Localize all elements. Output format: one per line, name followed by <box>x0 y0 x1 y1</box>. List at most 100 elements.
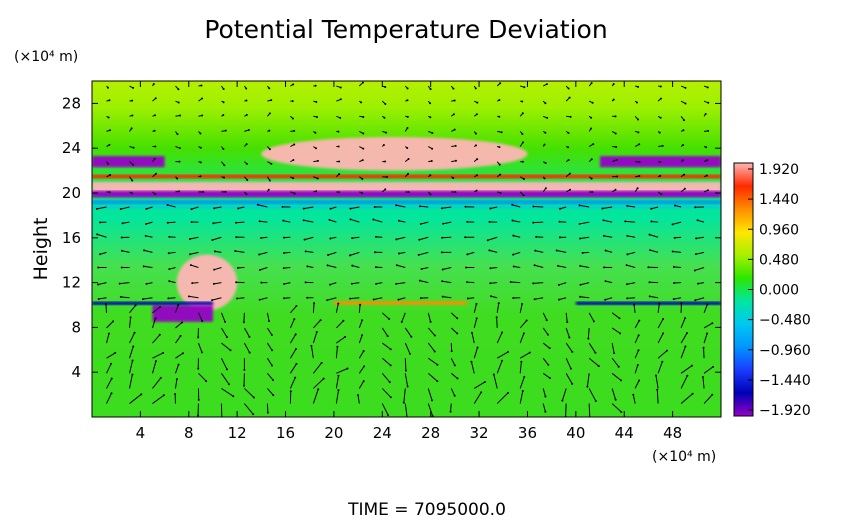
velocity-arrowhead <box>521 100 523 102</box>
velocity-arrowhead <box>499 174 501 176</box>
velocity-arrowhead <box>673 282 675 284</box>
velocity-arrowhead <box>107 87 109 89</box>
heatmap-anomaly-2 <box>92 156 165 167</box>
velocity-arrowhead <box>223 88 225 90</box>
velocity-arrowhead <box>120 208 122 210</box>
colorbar: 1.9201.4400.9600.4800.000−0.480−0.960−1.… <box>734 162 811 419</box>
velocity-arrowhead <box>582 252 584 254</box>
velocity-arrowhead <box>534 298 536 300</box>
velocity-arrowhead <box>248 129 250 131</box>
velocity-arrowhead <box>131 179 133 181</box>
velocity-arrowhead <box>601 208 603 210</box>
y-axis-unit: (×10⁴ m) <box>14 49 78 65</box>
velocity-arrowhead <box>120 296 122 298</box>
velocity-arrowhead <box>143 265 145 267</box>
velocity-arrowhead <box>547 364 549 366</box>
velocity-arrowhead <box>155 97 157 99</box>
velocity-arrowhead <box>188 295 190 297</box>
velocity-arrowhead <box>442 268 444 270</box>
velocity-arrowhead <box>121 267 123 269</box>
velocity-arrowhead <box>620 411 622 413</box>
velocity-arrowhead <box>684 87 686 89</box>
velocity-arrowhead <box>383 117 385 119</box>
velocity-arrowhead <box>221 418 223 420</box>
velocity-arrowhead <box>442 223 444 225</box>
velocity-arrowhead <box>499 192 501 194</box>
velocity-arrow <box>313 303 314 313</box>
velocity-arrowhead <box>418 254 420 256</box>
velocity-arrowhead <box>339 117 341 119</box>
velocity-arrowhead <box>615 146 617 148</box>
velocity-arrowhead <box>649 249 651 251</box>
velocity-arrowhead <box>637 187 639 189</box>
velocity-arrowhead <box>431 148 433 150</box>
velocity-arrowhead <box>213 207 215 209</box>
velocity-arrowhead <box>327 254 329 256</box>
velocity-arrowhead <box>132 164 134 166</box>
velocity-arrowhead <box>337 131 339 133</box>
velocity-arrowhead <box>243 385 245 387</box>
velocity-arrowhead <box>199 133 201 135</box>
velocity-arrowhead <box>306 265 308 267</box>
velocity-arrowhead <box>205 380 207 382</box>
velocity-arrowhead <box>290 390 292 392</box>
velocity-arrowhead <box>142 298 144 300</box>
velocity-arrowhead <box>182 352 184 354</box>
colorbar-ticks: 1.9201.4400.9600.4800.000−0.480−0.960−1.… <box>748 162 811 419</box>
velocity-arrowhead <box>317 160 319 162</box>
velocity-arrowhead <box>683 119 685 121</box>
velocity-arrowhead <box>419 280 421 282</box>
velocity-arrowhead <box>561 400 563 402</box>
velocity-arrowhead <box>579 223 581 225</box>
velocity-arrowhead <box>520 361 522 363</box>
velocity-arrowhead <box>686 375 688 377</box>
velocity-arrowhead <box>454 129 456 131</box>
velocity-arrowhead <box>268 189 270 191</box>
velocity-arrowhead <box>260 282 262 284</box>
velocity-arrowhead <box>295 363 297 365</box>
velocity-arrowhead <box>595 400 597 402</box>
velocity-arrowhead <box>268 130 270 132</box>
velocity-arrowhead <box>660 193 662 195</box>
velocity-arrowhead <box>544 102 546 104</box>
velocity-arrowhead <box>568 336 570 338</box>
velocity-arrowhead <box>706 175 708 177</box>
heatmap-band-1 <box>92 200 721 204</box>
heatmap-background <box>92 81 721 417</box>
velocity-arrowhead <box>434 350 436 352</box>
velocity-arrowhead <box>119 283 121 285</box>
x-tick-label: 36 <box>518 424 537 442</box>
velocity-arrowhead <box>337 303 339 305</box>
velocity-arrowhead <box>407 173 409 175</box>
velocity-arrowhead <box>269 148 271 150</box>
velocity-arrowhead <box>684 317 686 319</box>
velocity-arrowhead <box>546 117 548 119</box>
velocity-arrowhead <box>232 395 234 397</box>
velocity-arrowhead <box>112 320 114 322</box>
velocity-arrowhead <box>626 205 628 207</box>
velocity-arrowhead <box>357 394 359 396</box>
velocity-arrowhead <box>559 208 561 210</box>
velocity-arrowhead <box>121 250 123 252</box>
velocity-arrowhead <box>705 113 707 115</box>
velocity-arrowhead <box>211 239 213 241</box>
velocity-arrowhead <box>441 280 443 282</box>
velocity-arrowhead <box>662 145 664 147</box>
velocity-arrowhead <box>703 347 705 349</box>
velocity-arrowhead <box>229 349 231 351</box>
velocity-arrowhead <box>176 177 178 179</box>
velocity-arrowhead <box>336 346 338 348</box>
velocity-arrowhead <box>442 296 444 298</box>
velocity-arrowhead <box>295 348 297 350</box>
velocity-arrowhead <box>476 113 478 115</box>
velocity-arrowhead <box>272 394 274 396</box>
velocity-arrowhead <box>321 362 323 364</box>
velocity-arrowhead <box>293 318 295 320</box>
velocity-arrowhead <box>282 206 284 208</box>
velocity-arrowhead <box>558 284 560 286</box>
velocity-arrowhead <box>707 86 709 88</box>
velocity-arrowhead <box>498 302 500 304</box>
velocity-arrowhead <box>224 321 226 323</box>
velocity-arrowhead <box>108 144 110 146</box>
velocity-arrow <box>244 313 245 322</box>
